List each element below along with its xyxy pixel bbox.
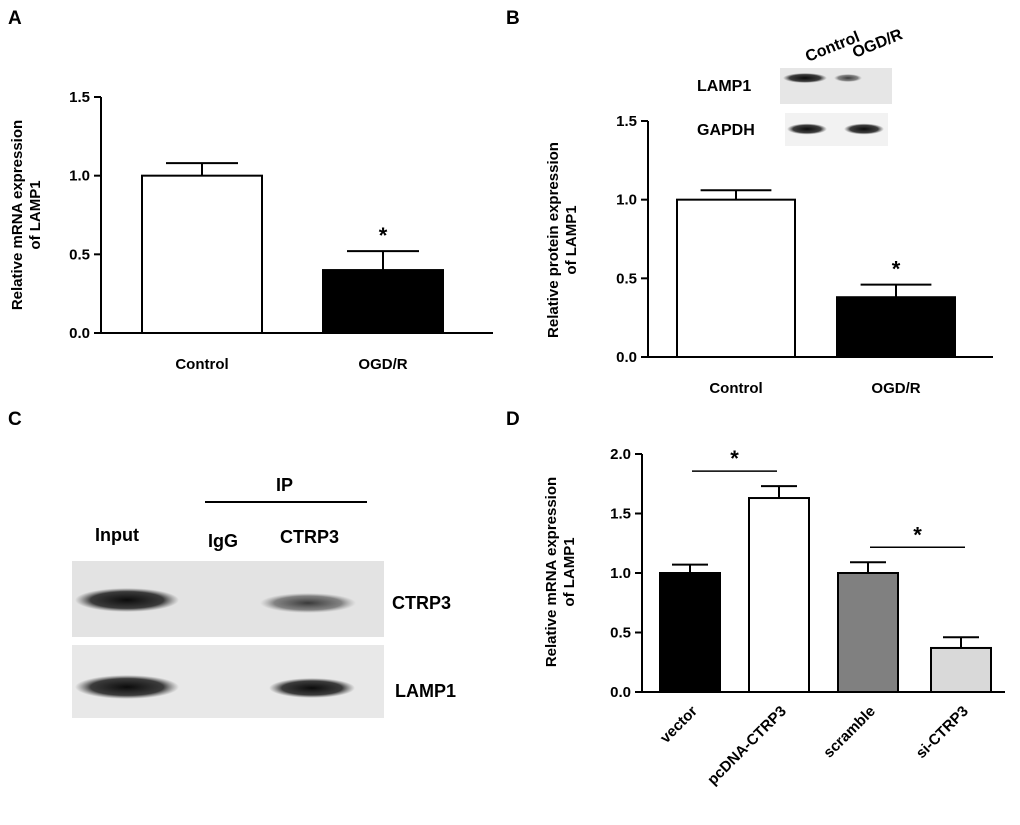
blot-band: [75, 588, 179, 612]
category-label: Control: [709, 380, 762, 397]
y-tick-label: 0.0: [610, 684, 631, 701]
category-label: vector: [657, 703, 701, 747]
category-label: pcDNA-CTRP3: [704, 703, 790, 789]
blot-band: [834, 74, 862, 82]
y-tick-label: 1.0: [616, 192, 637, 209]
y-tick-label: 0.5: [616, 270, 637, 287]
y-tick-label: 0.5: [610, 625, 631, 642]
y-tick-label: 1.5: [610, 506, 631, 523]
category-label: Control: [175, 356, 228, 373]
bar: [748, 497, 810, 693]
bar: [141, 174, 263, 334]
bar: [930, 646, 992, 693]
category-label: si-CTRP3: [913, 703, 972, 762]
chart-d: 0.0 0.5 1.0 1.5 2.0 Relative mRNA expression o…: [543, 446, 1005, 789]
y-tick-label: 1.5: [616, 113, 637, 130]
y-tick-label: 0.5: [69, 246, 90, 263]
y-axis-label: Relative mRNA expression of LAMP1: [543, 477, 578, 667]
chart-b: 0.0 0.5 1.0 1.5 Relative protein expression o…: [545, 113, 993, 397]
panel-label-b: B: [506, 8, 520, 29]
significance-marker: *: [379, 223, 388, 248]
category-label: OGD/R: [871, 380, 920, 397]
bar: [659, 572, 721, 693]
significance-marker: *: [913, 522, 922, 547]
blot-c: IP Input IgG CTRP3 CTRP3 LAMP1: [72, 475, 456, 718]
y-axis-label: Relative mRNA expression of LAMP1: [9, 120, 44, 310]
bar: [836, 296, 956, 359]
blot-band: [260, 593, 356, 613]
blot-c-row-label: CTRP3: [392, 593, 451, 613]
chart-a: 0.0 0.5 1.0 1.5 Relative mRNA expression of L…: [9, 89, 493, 373]
y-axis-label-line: Relative protein expression: [545, 142, 562, 338]
blot-band: [787, 123, 827, 135]
significance-marker: *: [892, 257, 901, 282]
blot-c-lane-label: Input: [95, 525, 139, 545]
blot-b: Control OGD/R LAMP1 GAPDH: [697, 26, 906, 146]
y-tick-label: 1.5: [69, 89, 90, 106]
y-axis-label-line: of LAMP1: [563, 205, 580, 274]
panel-label-d: D: [506, 409, 520, 430]
y-axis-label-line: of LAMP1: [27, 180, 44, 249]
blot-band: [269, 678, 355, 698]
blot-b-row-label: GAPDH: [697, 122, 755, 139]
significance-marker: *: [730, 446, 739, 471]
y-tick-label: 1.0: [610, 565, 631, 582]
y-tick-label: 0.0: [616, 349, 637, 366]
blot-b-lane-label: OGD/R: [850, 26, 905, 62]
y-axis-label: Relative protein expression of LAMP1: [545, 142, 580, 338]
y-axis-label-line: Relative mRNA expression: [543, 477, 560, 667]
y-tick-label: 2.0: [610, 446, 631, 463]
blot-c-lane-label: CTRP3: [280, 527, 339, 547]
bar: [322, 269, 444, 335]
blot-b-row-label: LAMP1: [697, 78, 751, 95]
blot-band: [783, 73, 827, 83]
y-axis-label-line: Relative mRNA expression: [9, 120, 26, 310]
y-axis-label-line: of LAMP1: [561, 537, 578, 606]
y-tick-label: 1.0: [69, 168, 90, 185]
panel-label-c: C: [8, 409, 22, 430]
category-label: OGD/R: [358, 356, 407, 373]
y-tick-label: 0.0: [69, 325, 90, 342]
bar: [837, 572, 899, 693]
bar: [676, 198, 796, 358]
category-label: scramble: [820, 703, 879, 762]
panel-label-a: A: [8, 8, 22, 29]
blot-band: [844, 123, 884, 135]
blot-band: [75, 675, 179, 699]
blot-c-lane-label: IgG: [208, 531, 238, 551]
blot-c-row-label: LAMP1: [395, 681, 456, 701]
ip-label: IP: [276, 475, 293, 495]
